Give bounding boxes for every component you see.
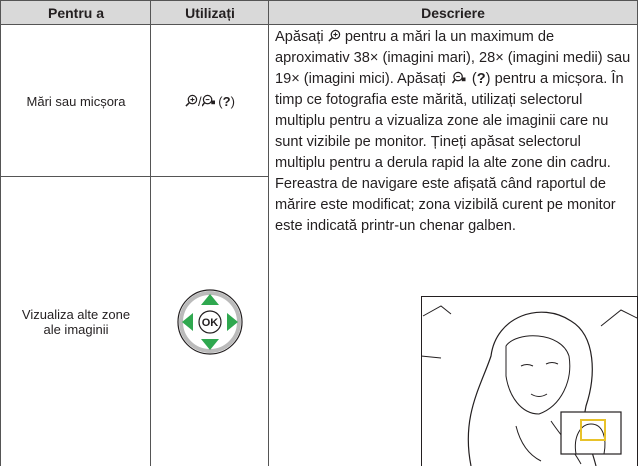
selector-label: OK [202,317,219,329]
help: ? [476,71,486,87]
zoom-in-icon [328,29,340,42]
header-text: Descriere [421,4,485,21]
text: Apăsați [275,29,324,45]
text: ( [471,71,477,87]
header-text: Utilizați [185,4,235,21]
header-cell: Descriere [268,0,638,24]
text: pentru a mări la un maximum de aproximat… [275,29,631,87]
text: ) pentru a micșora. În timp ce fotografi… [275,71,624,234]
action-text: Vizualiza alte zone ale imaginii [21,306,131,337]
description-text: Apăsați pentru a mări la un maximum de a… [275,27,631,237]
photo-illustration [421,296,638,466]
action-cell: Mări sau micșora [0,24,151,177]
separator: / [198,93,202,109]
zoom-out-icon [201,94,215,107]
multi-selector-icon: OK [177,288,243,355]
action-text: Mări sau micșora [26,93,126,109]
header-text: Pentru a [47,4,104,21]
help: ? [222,93,231,109]
control-text: / (?) [185,94,235,109]
control-cell: / (?) [150,24,269,177]
action-cell: Vizualiza alte zone ale imaginii [0,176,151,466]
zoom-in-icon [185,94,198,107]
header-cell: Pentru a [0,0,151,24]
zoom-out-icon [451,71,466,84]
header-cell: Utilizați [150,0,269,24]
help-open: ( [218,93,223,109]
help-close: ) [230,93,235,109]
control-cell: OK [150,176,269,466]
